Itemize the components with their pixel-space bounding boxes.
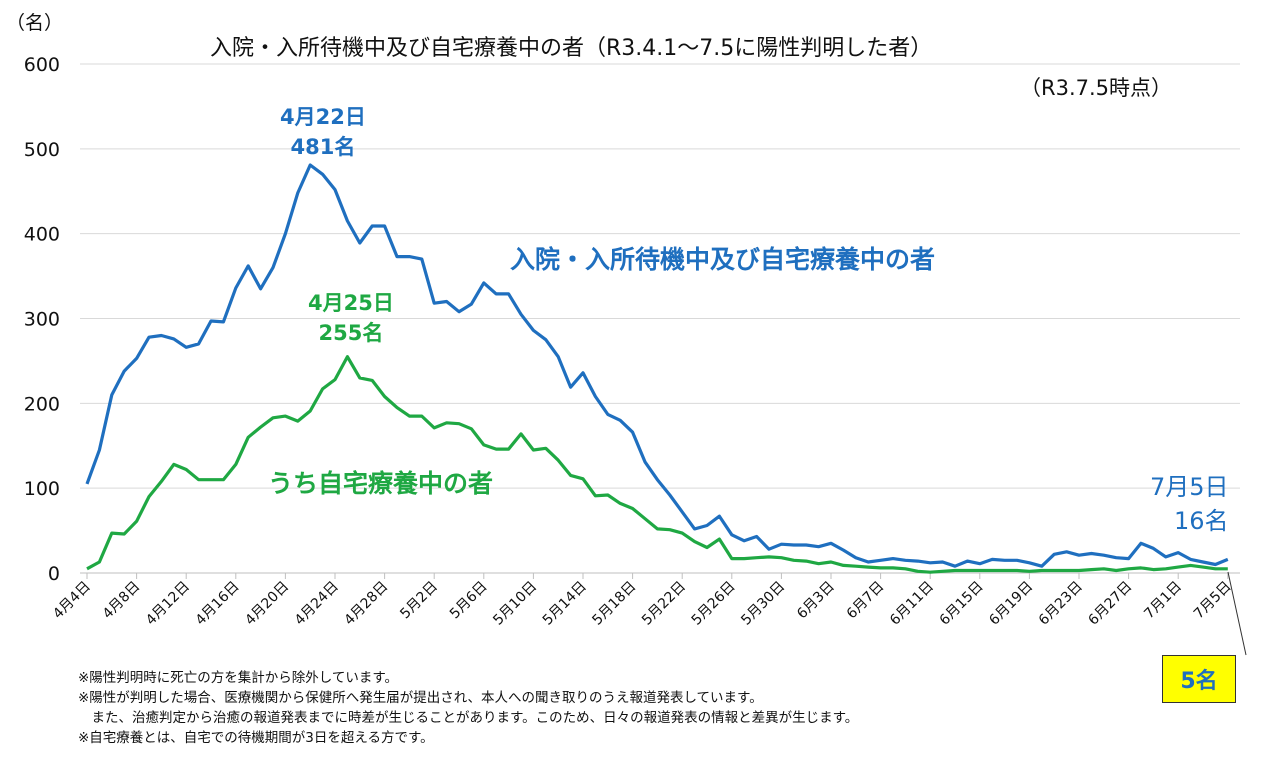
x-tick-label: 6月27日 (1085, 579, 1135, 629)
x-tick-label: 5月10日 (490, 579, 540, 629)
footnote: また、治癒判定から治癒の報道発表までに時差が生じることがあります。このため、日々… (78, 710, 859, 726)
y-tick-label: 300 (24, 309, 60, 331)
x-tick-label: 4月8日 (100, 579, 144, 623)
green-peak-annotation: 4月25日 255名 (308, 288, 394, 348)
x-tick-label: 6月3日 (794, 579, 838, 623)
x-tick-label: 5月30日 (738, 579, 788, 629)
y-axis-unit: （名） (6, 12, 64, 34)
x-tick-label: 4月28日 (341, 579, 391, 629)
x-tick-label: 4月4日 (50, 579, 94, 623)
x-tick-label: 5月22日 (639, 579, 689, 629)
x-tick-label: 4月16日 (193, 579, 243, 629)
x-tick-label: 6月19日 (986, 579, 1036, 629)
x-tick-label: 4月12日 (143, 579, 193, 629)
y-tick-label: 200 (24, 393, 60, 415)
green-peak-value: 255名 (318, 321, 384, 345)
green-last-value-callout: 5名 (1162, 655, 1236, 703)
footnotes: ※陽性判明時に死亡の方を集計から除外しています。 ※陽性が判明した場合、医療機関… (78, 668, 858, 748)
x-tick-label: 6月15日 (937, 579, 987, 629)
series-line-home-care (86, 355, 1228, 574)
x-tick-label: 7月1日 (1141, 579, 1185, 623)
blue-last-date: 7月5日 (1150, 473, 1229, 501)
x-tick-label: 5月6日 (447, 579, 491, 623)
footnote: ※陽性判明時に死亡の方を集計から除外しています。 (78, 670, 399, 686)
x-tick-label: 6月23日 (1036, 579, 1086, 629)
y-tick-label: 500 (24, 139, 60, 161)
chart-title: 入院・入所待機中及び自宅療養中の者（R3.4.1〜7.5に陽性判明した者） (210, 36, 933, 61)
y-tick-label: 0 (48, 563, 60, 585)
x-tick-label: 6月11日 (887, 579, 937, 629)
x-tick-label: 4月24日 (292, 579, 342, 629)
y-tick-label: 400 (24, 224, 60, 246)
blue-peak-value: 481名 (290, 135, 356, 159)
footnote: ※自宅療養とは、自宅での待機期間が3日を超える方です。 (78, 730, 434, 746)
x-tick-label: 5月18日 (589, 579, 639, 629)
y-tick-label: 100 (24, 478, 60, 500)
series-line-waiting-and-home (85, 163, 1229, 568)
blue-series-label: 入院・入所待機中及び自宅療養中の者 (510, 245, 936, 274)
green-peak-date: 4月25日 (308, 291, 394, 315)
x-tick-label: 5月14日 (540, 579, 590, 629)
x-tick-label: 7月5日 (1191, 579, 1235, 623)
footnote: ※陽性が判明した場合、医療機関から保健所へ発生届が提出され、本人への聞き取りのう… (78, 690, 763, 706)
blue-last-value: 16名 (1174, 507, 1229, 535)
green-series-label: うち自宅療養中の者 (268, 469, 494, 498)
blue-last-annotation: 7月5日 16名 (1150, 470, 1229, 538)
blue-peak-annotation: 4月22日 481名 (280, 102, 366, 162)
x-tick-label: 5月26日 (689, 579, 739, 629)
chart-subtitle: （R3.7.5時点） (1020, 76, 1173, 100)
x-tick-label: 4月20日 (242, 579, 292, 629)
y-tick-label: 600 (24, 54, 60, 76)
x-tick-label: 6月7日 (844, 579, 888, 623)
x-tick-label: 5月2日 (397, 579, 441, 623)
blue-peak-date: 4月22日 (280, 105, 366, 129)
callout-leader-line (1227, 571, 1247, 656)
